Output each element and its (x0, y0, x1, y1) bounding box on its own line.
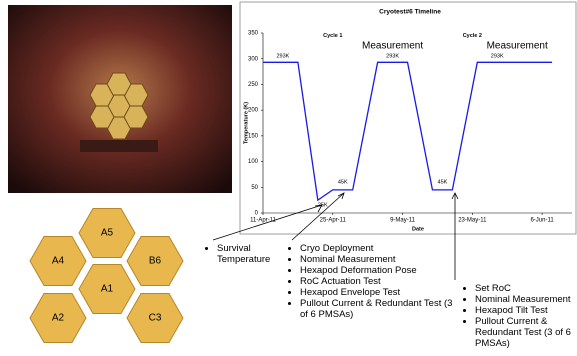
annotation: 293K (491, 54, 504, 60)
x-tick-label: 25-Apr-11 (320, 218, 347, 224)
y-tick-label: 300 (248, 56, 259, 62)
hexagon-label: C3 (149, 313, 162, 324)
hexagon-label: A4 (52, 256, 65, 267)
hexagon-label: B6 (149, 256, 162, 267)
annotation: Measurement (362, 40, 423, 51)
y-tick-label: 50 (251, 185, 258, 191)
x-tick-label: 23-May-11 (458, 218, 487, 224)
callout-item: Cryo Deployment (300, 243, 453, 254)
annotation: 45K (338, 180, 348, 186)
callout: Cryo DeploymentNominal MeasurementHexapo… (288, 243, 453, 320)
callout-item: Nominal Measurement (475, 294, 577, 305)
callout: Survival Temperature (205, 243, 285, 265)
annotation: 293K (386, 54, 399, 60)
x-tick-label: 6-Jun-11 (530, 218, 554, 224)
photo-base (80, 140, 158, 152)
callout-item: Pullout Current & Redundant Test (3 of 6… (300, 298, 453, 320)
annotation: 293K (277, 54, 290, 60)
callout-item: Set RoC (475, 283, 577, 294)
hexagon-diagram: A5 A4 B6 A1 A2 C3 (30, 209, 183, 343)
annotation: Cycle 1 (323, 33, 342, 39)
y-tick-label: 250 (248, 82, 259, 88)
x-axis-label: Date (412, 226, 424, 232)
annotation: Cycle 2 (463, 33, 482, 39)
callout-item: Hexapod Envelope Test (300, 287, 453, 298)
annotation: 25K (318, 203, 328, 209)
annotation: Measurement (487, 40, 548, 51)
chart-frame (240, 2, 576, 234)
y-tick-label: 200 (248, 108, 259, 114)
chart-title: Cryotest#6 Timeline (379, 9, 441, 16)
y-tick-label: 150 (248, 133, 259, 139)
slide: Cryotest#6 Timeline Temperature (K) Date… (0, 0, 577, 356)
callout-item: Hexapod Deformation Pose (300, 265, 453, 276)
callout-list: Set RoCNominal MeasurementHexapod Tilt T… (463, 283, 577, 349)
callout-item: Hexapod Tilt Test (475, 305, 577, 316)
callout-list: Survival Temperature (205, 243, 285, 265)
hexagon-label: A1 (101, 284, 114, 295)
hexagon-label: A5 (101, 228, 114, 239)
y-tick-label: 350 (248, 31, 259, 37)
callout-list: Cryo DeploymentNominal MeasurementHexapo… (288, 243, 453, 320)
callout-item: RoC Actuation Test (300, 276, 453, 287)
y-tick-label: 100 (248, 159, 259, 165)
callout-item: Survival Temperature (217, 243, 285, 265)
callout-item: Pullout Current & Redundant Test (3 of 6… (475, 316, 577, 349)
x-tick-label: 9-May-11 (390, 218, 416, 224)
callout-item: Nominal Measurement (300, 254, 453, 265)
hexagon-label: A2 (52, 313, 65, 324)
x-tick-label: 11-Apr-11 (250, 218, 276, 224)
callout: Set RoCNominal MeasurementHexapod Tilt T… (463, 283, 577, 349)
annotation: 45K (438, 180, 448, 186)
